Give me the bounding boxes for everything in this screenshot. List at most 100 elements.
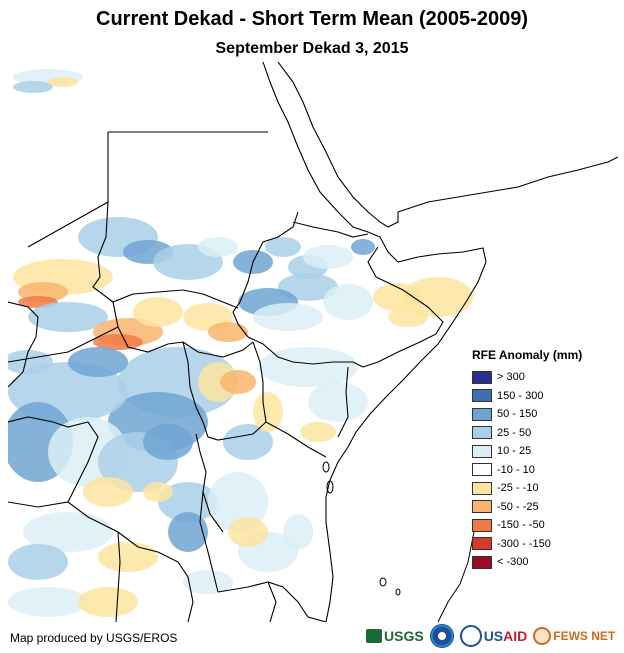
border-sudan-ethiopia (232, 211, 299, 338)
anomaly-patch (68, 347, 128, 377)
anomaly-patch (83, 477, 133, 507)
border-uganda-kenya (252, 341, 267, 423)
legend-label: 150 - 300 (497, 389, 544, 402)
legend-swatch (472, 389, 492, 403)
agency-logos: USGS USAID FEWS NET (366, 622, 616, 650)
anomaly-patch (198, 362, 238, 402)
border-angola-zambia (115, 531, 121, 622)
legend-label: > 300 (497, 371, 525, 384)
anomaly-patch (258, 347, 358, 387)
legend-label: -50 - -25 (497, 500, 539, 513)
anomaly-patch (133, 297, 183, 327)
legend-swatch (472, 500, 492, 514)
border-ethiopia-kenya (247, 336, 364, 368)
legend-item: 10 - 25 (472, 442, 612, 461)
legend-label: 50 - 150 (497, 408, 538, 421)
border-kenya-tanzania (265, 421, 327, 458)
legend-swatch (472, 537, 492, 551)
anomaly-patch (208, 322, 248, 342)
credit-text: Map produced by USGS/EROS (10, 631, 178, 645)
border-tanzania-south (217, 581, 327, 622)
legend-swatch (472, 463, 492, 477)
legend-label: -150 - -50 (497, 519, 545, 532)
legend-swatch (472, 426, 492, 440)
anomaly-patch (388, 307, 428, 327)
fews-globe-icon (533, 627, 552, 645)
legend-label: 25 - 50 (497, 426, 532, 439)
fews-net-logo: FEWS NET (533, 627, 615, 645)
lake-tanganyika (199, 491, 219, 593)
anomaly-patch (143, 424, 193, 460)
legend-swatch (472, 518, 492, 532)
anomaly-patch (223, 424, 273, 460)
legend-swatch (472, 370, 492, 384)
anomaly-patch (168, 512, 208, 552)
legend-label: -10 - 10 (497, 463, 535, 476)
usgs-text: USGS (384, 628, 424, 644)
anomaly-patch (23, 512, 113, 552)
anomaly-patch (8, 587, 88, 617)
legend-item: -50 - -25 (472, 498, 612, 517)
map-title: Current Dekad - Short Term Mean (2005-20… (96, 8, 528, 30)
anomaly-patch (403, 277, 473, 317)
noaa-logo-icon (429, 624, 454, 648)
anomaly-patch (253, 392, 283, 432)
anomaly-patch (48, 77, 78, 87)
anomaly-patch (208, 472, 268, 532)
anomaly-patch (143, 482, 173, 502)
anomaly-patch (278, 273, 338, 301)
anomaly-patch (228, 517, 268, 547)
anomaly-patch (308, 382, 368, 422)
map-subtitle: September Dekad 3, 2015 (215, 40, 409, 57)
anomaly-patch (253, 303, 323, 331)
border-drc-angola (8, 501, 194, 622)
anomaly-patch (28, 302, 108, 332)
legend-swatch (472, 555, 492, 569)
anomaly-patch (93, 334, 143, 350)
border-malawi (267, 581, 277, 622)
arabia-coast (277, 62, 618, 228)
usaid-seal-icon (459, 625, 482, 647)
border-congo (8, 416, 99, 503)
legend-item: -25 - -10 (472, 479, 612, 498)
border-rwanda-burundi (195, 433, 224, 533)
border-uganda-drc (182, 341, 267, 441)
country-borders (8, 62, 487, 622)
legend-item: -10 - 10 (472, 461, 612, 480)
legend-label: 10 - 25 (497, 445, 532, 458)
border-sudan-southsudan (112, 289, 239, 309)
legend-item: 25 - 50 (472, 424, 612, 443)
legend-title: RFE Anomaly (mm) (472, 348, 583, 362)
anomaly-patch (265, 237, 301, 257)
coastline-east (262, 62, 487, 622)
usaid-text: USAID (484, 628, 528, 644)
anomaly-patches (8, 69, 473, 617)
legend-item: 50 - 150 (472, 405, 612, 424)
anomaly-patch (300, 422, 336, 442)
anomaly-patch (8, 544, 68, 580)
border-ethiopia-somalia (362, 246, 444, 368)
border-kenya-somalia (337, 366, 349, 438)
border-nigeria-cameroon (8, 301, 39, 388)
legend-label: < -300 (497, 556, 529, 569)
usaid-text-us: US (483, 628, 504, 644)
anomaly-patch (78, 587, 138, 617)
islands (322, 461, 475, 622)
legend-swatch (472, 444, 492, 458)
legend: RFE Anomaly (mm) > 300 150 - 300 50 - 150 2… (472, 348, 612, 572)
anomaly-patch (351, 239, 375, 255)
border-southsudan-uganda (182, 341, 254, 358)
anomaly-patch (303, 245, 353, 269)
usgs-wave-icon (366, 629, 382, 643)
usgs-logo: USGS (366, 628, 424, 644)
anomaly-patch (13, 81, 53, 93)
anomaly-patch (98, 542, 158, 572)
legend-label: -300 - -150 (497, 537, 551, 550)
legend-item: -300 - -150 (472, 535, 612, 554)
legend-label: -25 - -10 (497, 482, 539, 495)
legend-item: -150 - -50 (472, 516, 612, 535)
anomaly-patch (198, 237, 238, 257)
legend-swatch (472, 407, 492, 421)
legend-swatch (472, 481, 492, 495)
rainfall-anomaly-map (8, 62, 618, 622)
